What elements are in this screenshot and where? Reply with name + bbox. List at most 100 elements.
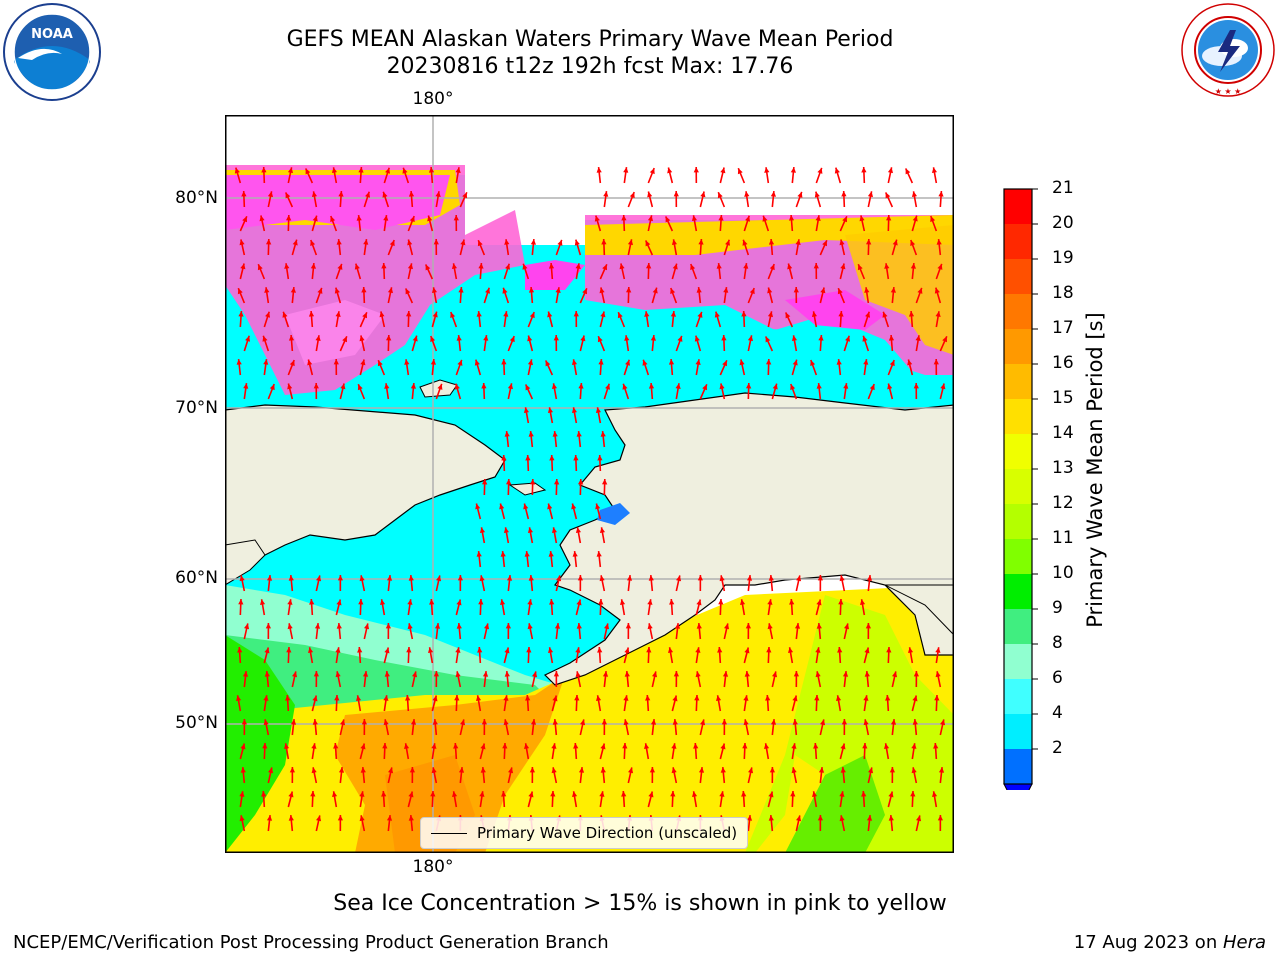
wave-direction-arrowhead xyxy=(454,695,460,701)
wave-direction-arrowhead xyxy=(910,263,916,269)
wave-direction-arrowhead xyxy=(333,359,339,365)
wave-direction-arrowhead xyxy=(338,191,344,197)
wave-direction-arrowhead xyxy=(599,287,605,294)
wave-direction-arrowhead xyxy=(503,695,509,701)
norton-sound xyxy=(597,503,630,525)
wave-direction-arrowhead xyxy=(869,384,875,391)
wave-direction-arrowhead xyxy=(501,359,507,365)
wave-direction-arrowhead xyxy=(432,311,438,318)
wave-direction-arrowhead xyxy=(383,215,389,221)
wave-direction-arrowhead xyxy=(316,575,322,582)
wave-direction-arrowhead xyxy=(743,719,749,726)
wave-direction-arrowhead xyxy=(938,767,945,773)
wave-direction-arrowhead xyxy=(886,647,892,653)
wave-direction-arrowhead xyxy=(768,239,775,245)
wave-direction-arrowhead xyxy=(528,431,534,437)
wave-direction-arrowhead xyxy=(264,647,270,654)
wave-direction-arrowhead xyxy=(407,263,413,270)
wave-direction-arrowhead xyxy=(866,575,873,581)
colorbar-segment xyxy=(1004,574,1032,609)
wave-direction-arrowhead xyxy=(749,288,755,295)
wave-direction-arrowhead xyxy=(842,216,847,223)
wave-direction-arrowhead xyxy=(600,767,606,773)
wave-direction-arrowhead xyxy=(412,671,418,678)
wave-direction-arrowhead xyxy=(668,359,675,365)
wave-direction-arrowhead xyxy=(935,311,941,317)
wave-direction-arrowhead xyxy=(453,743,459,749)
wave-direction-arrowhead xyxy=(812,791,818,797)
wave-direction-arrowhead xyxy=(600,431,606,437)
wave-direction-arrowhead xyxy=(742,239,748,246)
wave-direction-arrowhead xyxy=(791,767,797,774)
wave-direction-arrowhead xyxy=(267,191,273,198)
lat-label-70n: 70°N xyxy=(175,398,218,418)
wave-direction-arrowhead xyxy=(702,384,707,391)
wave-direction-arrowhead xyxy=(820,287,826,294)
wave-direction-arrowhead xyxy=(383,695,389,701)
wave-direction-arrowhead xyxy=(266,239,272,245)
wave-direction-arrowhead xyxy=(677,335,683,342)
wave-direction-arrowhead xyxy=(575,671,581,678)
wave-direction-arrowhead xyxy=(551,743,557,749)
wave-direction-arrowhead xyxy=(359,335,365,342)
wave-direction-arrowhead xyxy=(241,719,247,725)
wave-direction-arrowhead xyxy=(382,743,388,749)
wave-direction-arrowhead xyxy=(837,647,843,653)
wave-direction-arrowhead xyxy=(836,359,842,365)
wave-direction-arrowhead xyxy=(263,719,269,726)
wave-direction-arrowhead xyxy=(313,383,319,389)
wave-direction-arrowhead xyxy=(479,527,485,533)
wave-direction-arrowhead xyxy=(243,383,249,389)
wave-direction-arrowhead xyxy=(388,767,394,774)
wave-direction-arrowhead xyxy=(670,791,676,797)
wave-direction-arrowhead xyxy=(646,647,652,653)
wave-direction-arrowhead xyxy=(364,623,370,630)
wave-direction-arrowhead xyxy=(817,167,823,174)
wave-direction-arrowhead xyxy=(647,215,653,222)
wave-direction-arrowhead xyxy=(623,695,629,701)
wave-direction-arrowhead xyxy=(356,215,362,221)
wave-direction-arrowhead xyxy=(842,671,849,677)
wave-direction-arrowhead xyxy=(863,359,869,365)
wave-direction-arrowhead xyxy=(814,695,820,701)
wave-direction-arrowhead xyxy=(890,719,897,725)
wave-direction-arrowhead xyxy=(330,216,336,222)
wave-direction-arrowhead xyxy=(308,647,314,653)
wave-direction-arrowhead xyxy=(334,287,340,294)
wave-direction-arrowhead xyxy=(332,791,338,797)
wave-direction-arrowhead xyxy=(578,479,584,485)
wave-direction-arrowhead xyxy=(675,383,681,389)
wave-direction-arrowhead xyxy=(433,239,439,245)
wrangel-island xyxy=(419,379,458,398)
wave-direction-arrowhead xyxy=(697,575,703,581)
wave-direction-arrowhead xyxy=(387,287,393,294)
wave-direction-arrowhead xyxy=(724,623,730,630)
wave-direction-arrowhead xyxy=(406,647,412,653)
wave-direction-arrowhead xyxy=(263,359,269,365)
wave-direction-arrowhead xyxy=(575,647,581,653)
wave-direction-arrowhead xyxy=(933,743,939,749)
colorbar-tick-label: 8 xyxy=(1052,633,1063,653)
wave-direction-arrowhead xyxy=(595,503,601,510)
wave-direction-arrowhead xyxy=(811,311,817,317)
wave-direction-arrowhead xyxy=(624,671,630,677)
wave-direction-arrowhead xyxy=(261,167,267,173)
wave-direction-arrowhead xyxy=(549,599,555,605)
lon-label-top: 180° xyxy=(412,89,454,109)
wave-direction-arrowhead xyxy=(312,215,318,222)
wave-direction-arrowhead xyxy=(859,215,865,222)
wave-direction-arrowhead xyxy=(768,575,774,581)
wave-direction-arrowhead xyxy=(793,287,799,293)
wave-direction-arrowhead xyxy=(722,671,729,677)
wave-direction-arrowhead xyxy=(308,311,315,317)
wave-direction-arrowhead xyxy=(309,599,315,605)
wave-direction-arrowhead xyxy=(840,743,846,750)
colorbar-segment xyxy=(1004,259,1032,294)
wave-direction-arrowhead xyxy=(930,216,936,222)
wave-direction-arrowhead xyxy=(695,647,701,653)
wave-direction-arrowhead xyxy=(288,815,294,821)
wave-direction-arrowhead xyxy=(696,287,702,293)
colorbar-tick-label: 11 xyxy=(1052,528,1074,548)
wave-direction-arrowhead xyxy=(718,599,724,605)
wave-direction-arrowhead xyxy=(313,671,319,677)
